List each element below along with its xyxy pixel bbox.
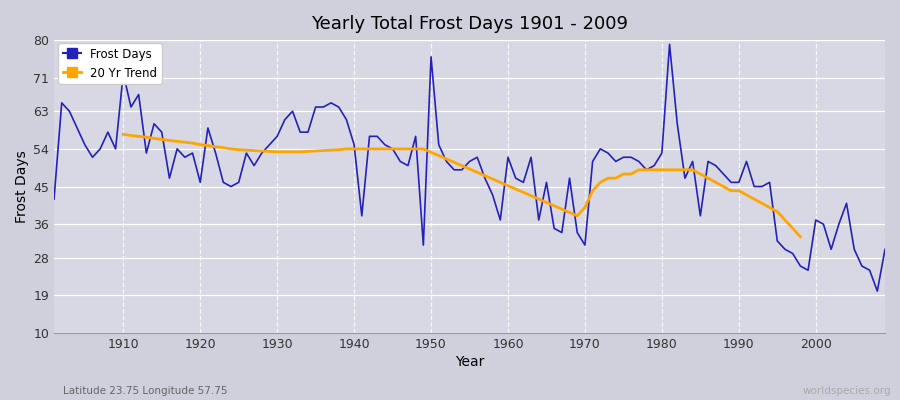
Text: Latitude 23.75 Longitude 57.75: Latitude 23.75 Longitude 57.75 [63, 386, 228, 396]
Title: Yearly Total Frost Days 1901 - 2009: Yearly Total Frost Days 1901 - 2009 [311, 15, 628, 33]
Y-axis label: Frost Days: Frost Days [15, 150, 29, 223]
X-axis label: Year: Year [454, 355, 484, 369]
Legend: Frost Days, 20 Yr Trend: Frost Days, 20 Yr Trend [58, 43, 162, 84]
Text: worldspecies.org: worldspecies.org [803, 386, 891, 396]
